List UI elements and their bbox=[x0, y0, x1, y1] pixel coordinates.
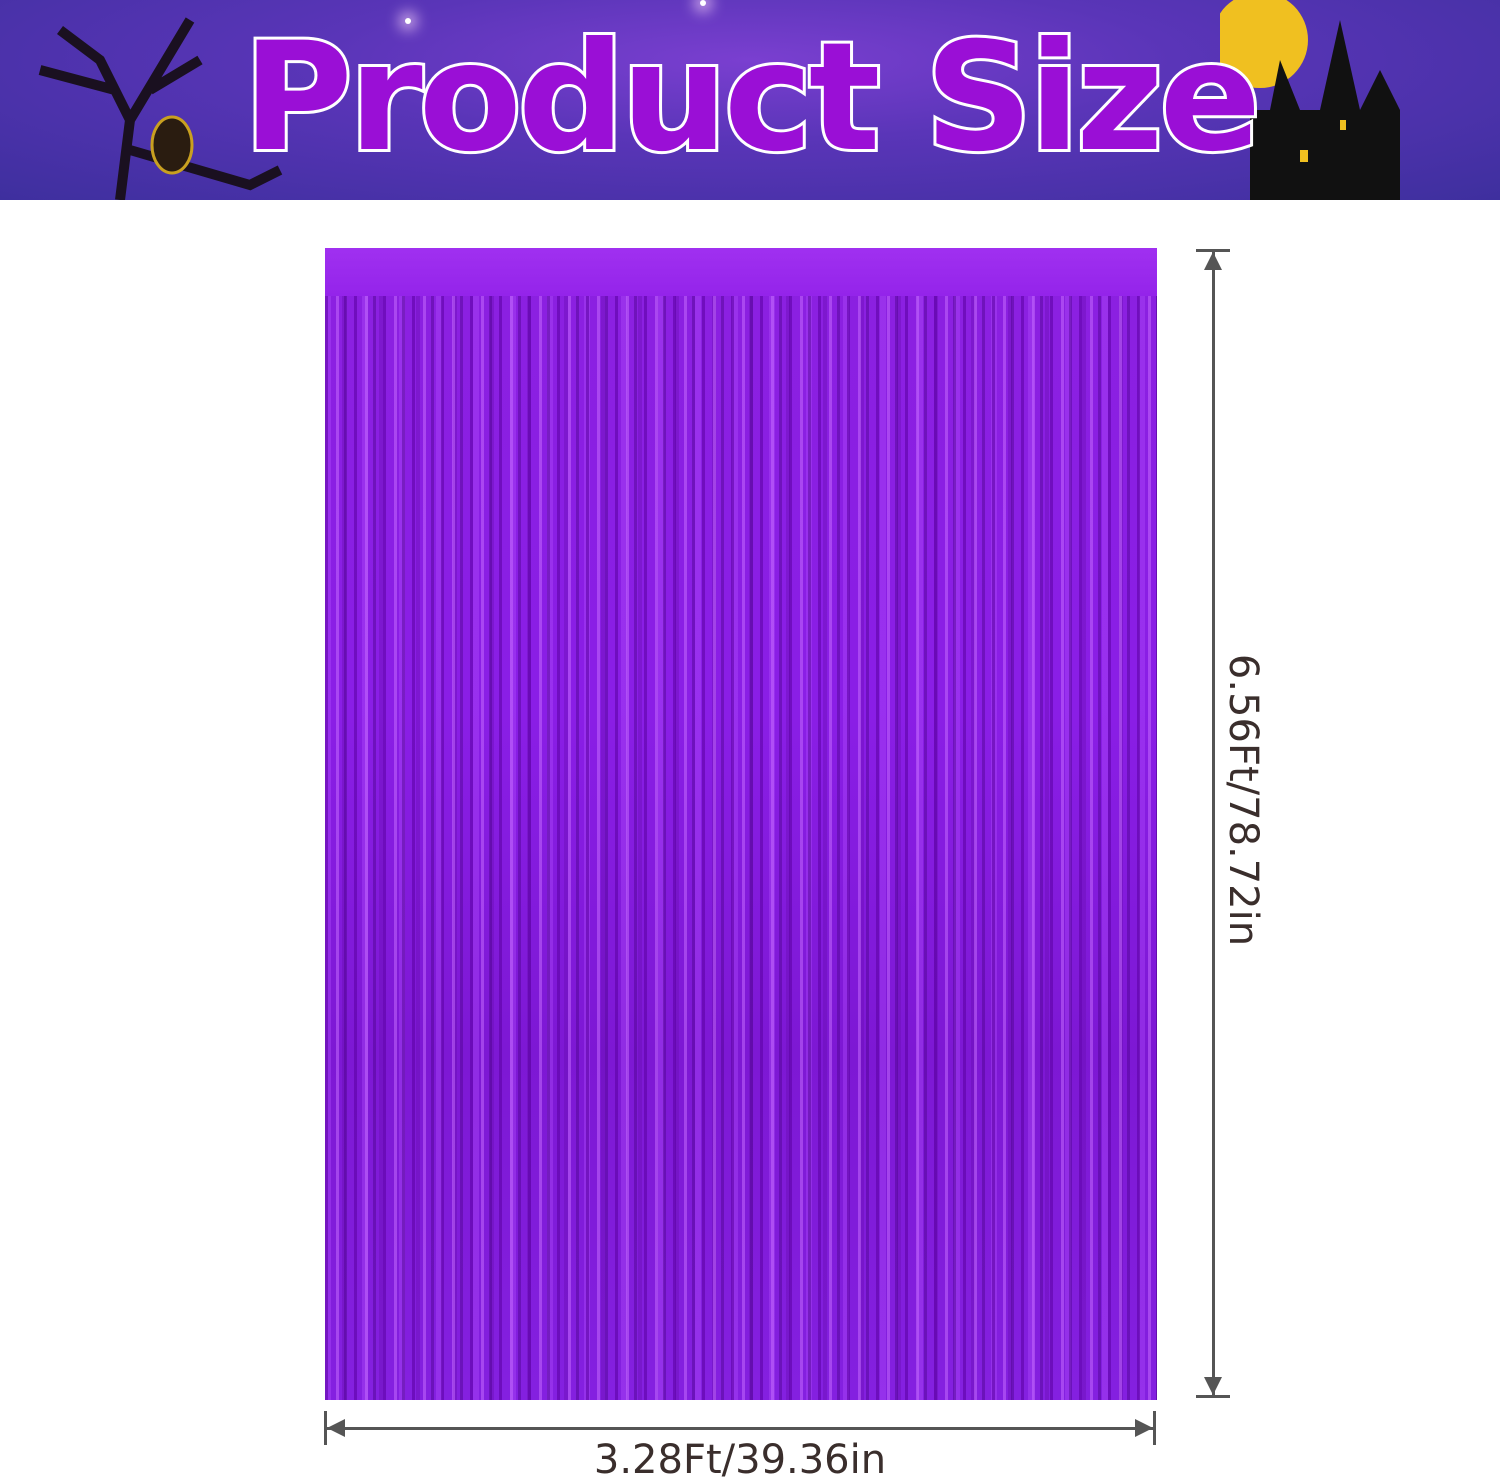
arrow-up-icon bbox=[1204, 252, 1222, 270]
star-icon bbox=[700, 0, 706, 6]
star-icon bbox=[405, 18, 411, 24]
header-banner: Product Size bbox=[0, 0, 1500, 200]
halloween-tree-icon bbox=[38, 17, 283, 200]
owl-icon bbox=[150, 115, 194, 175]
arrow-left-icon bbox=[327, 1419, 345, 1437]
arrow-right-icon bbox=[1135, 1419, 1153, 1437]
height-label: 6.56Ft/78.72in bbox=[1220, 653, 1266, 947]
curtain-header-band bbox=[325, 248, 1157, 296]
width-label: 3.28Ft/39.36in bbox=[593, 1437, 887, 1483]
fringe-curtain-image bbox=[325, 248, 1157, 1400]
castle-icon bbox=[1220, 0, 1400, 200]
banner-title: Product Size bbox=[240, 8, 1264, 188]
arrow-down-icon bbox=[1204, 1377, 1222, 1395]
